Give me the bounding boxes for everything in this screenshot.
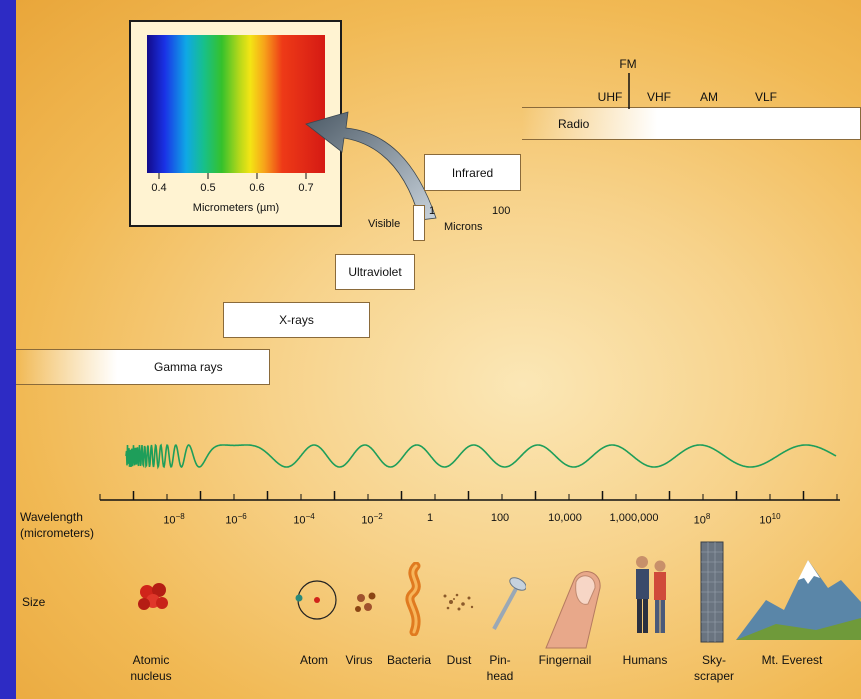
infrared-band: Infrared [424,154,521,191]
inset-tick: 0.6 [249,182,265,194]
atom-icon [295,580,337,620]
microns-tick: 100 [492,205,511,217]
visible-label: Visible [368,218,401,230]
bacteria-icon [405,562,421,636]
xrays-band: X-rays [223,302,370,338]
virus-icon [355,592,376,612]
wave-line [125,443,837,470]
inset-tick: 0.4 [151,182,167,194]
wavelength-tick-label: 10,000 [548,512,582,524]
microns-label: Microns [444,221,483,233]
uhf-label: UHF [597,90,623,104]
mountain-icon [736,560,861,640]
fingernail-icon [545,571,601,649]
wavelength-tick-label: 108 [693,512,711,527]
fm-label: FM [619,57,637,71]
wavelength-unit: (micrometers) [20,526,94,540]
size-object-label: Dust [446,653,472,667]
size-object-label: Bacteria [386,653,432,667]
humans-icon [636,556,666,633]
microns-tick: 1 [429,205,436,217]
infrared-band-label: Infrared [451,165,494,180]
inset-axis-label: Micrometers (µm) [192,202,280,214]
size-object-label: Fingernail [538,653,592,667]
wavelength-tick-label: 1010 [759,512,781,527]
curved-arrow-icon [305,111,437,221]
wavelength-scale-axis [99,491,840,501]
inset-tick: 0.5 [200,182,216,194]
size-object-label: Humans [622,653,668,667]
size-object-label: Atomic nucleus [130,653,172,683]
gamma-rays-band-label: Gamma rays [154,360,223,374]
wavelength-tick-label: 100 [490,512,510,524]
wavelength-tick-label: 10−2 [361,512,383,527]
inset-tick: 0.7 [298,182,314,194]
vhf-label: VHF [647,90,671,104]
wavelength-tick-label: 10−4 [293,512,315,527]
skyscraper-icon [700,541,724,643]
size-object-label: Atom [299,653,329,667]
diagram-panel: 0.4 0.5 0.6 0.7 Micrometers (µm) Radio F… [16,0,861,699]
radio-band: Radio [522,107,861,140]
dust-icon [443,593,474,611]
visible-band [413,205,425,241]
vlf-label: VLF [754,90,778,104]
atomic-nucleus-icon [138,583,168,610]
wavelength-wave [125,443,837,470]
wavelength-tick-label: 10−6 [225,512,247,527]
size-object-label: Mt. Everest [761,653,823,667]
wavelength-tick-label: 1,000,000 [609,512,659,524]
fm-divider [628,73,630,109]
am-label: AM [700,90,718,104]
size-object-label: Pin-head [486,653,514,683]
size-object-label: Virus [345,653,373,667]
size-title: Size [22,595,46,609]
wavelength-title: Wavelength [20,510,83,524]
ultraviolet-band-label: Ultraviolet [348,265,402,279]
inset-axis-ticks [158,173,307,179]
size-object-label: Sky-scraper [693,653,735,683]
visible-color-gradient [147,35,325,173]
xrays-band-label: X-rays [279,313,314,327]
wavelength-tick-label: 10−8 [163,512,185,527]
gamma-rays-band: Gamma rays [16,349,270,385]
wavelength-tick-label: 1 [426,512,434,524]
pinhead-icon [492,577,526,630]
ultraviolet-band: Ultraviolet [335,254,415,290]
radio-band-label: Radio [558,116,590,131]
